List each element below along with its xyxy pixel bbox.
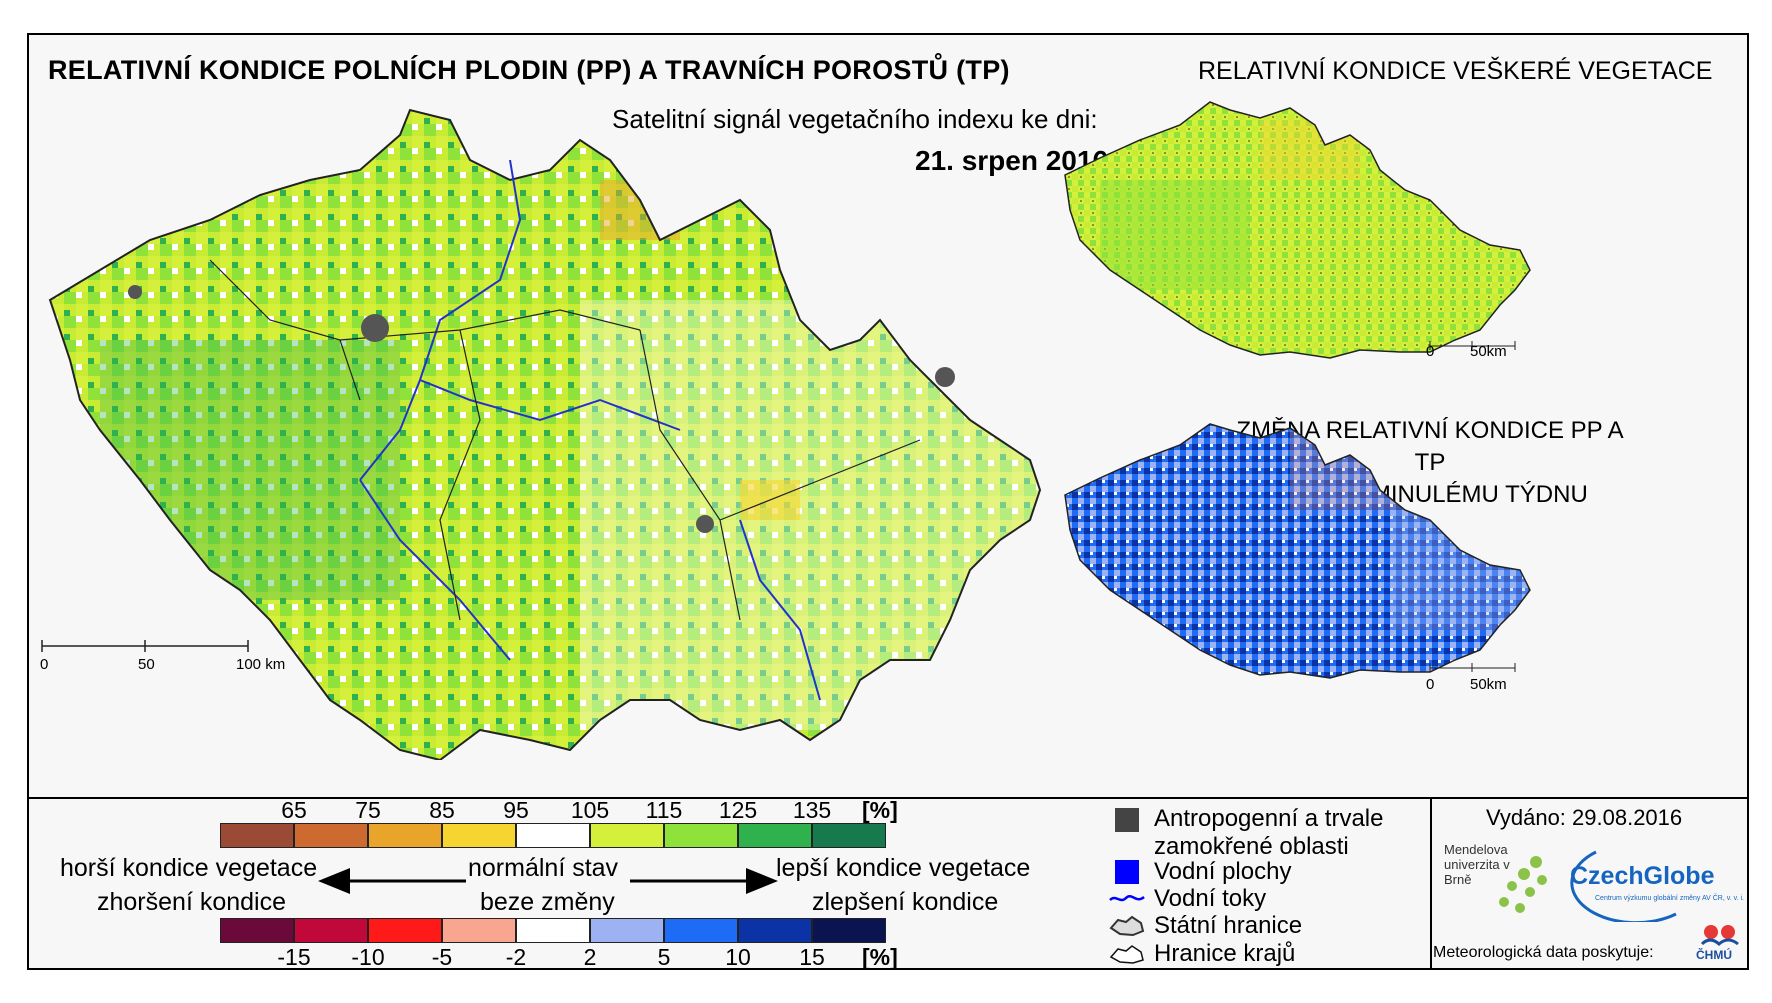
- urban-legend-item: Antropogenní a trvale zamokřené oblasti: [1108, 805, 1384, 861]
- chmu-logo: ČHMÚ: [1696, 948, 1732, 962]
- change-color-scale: [220, 918, 886, 943]
- czechglobe-subtitle: Centrum výzkumu globální změny AV ČR, v.…: [1595, 895, 1744, 902]
- change-tick: -5: [431, 944, 453, 970]
- state-border-icon: [1108, 912, 1146, 940]
- data-credit: Meteorologická data poskytuje:: [1433, 944, 1654, 961]
- czechglobe-arc-icon: [1570, 850, 1677, 922]
- mendel-logo: Mendelova univerzita v Brně: [1444, 842, 1510, 887]
- vegetation-map: [1064, 101, 1531, 359]
- change-tick: -15: [277, 944, 311, 970]
- subtitle: Satelitní signál vegetačního indexu ke d…: [612, 104, 1098, 134]
- condition-unit: [%]: [862, 797, 898, 823]
- change-swatch: [738, 918, 812, 943]
- change-unit: [%]: [862, 944, 898, 970]
- change-scale-0: 0: [1426, 676, 1435, 693]
- change-swatch: [664, 918, 738, 943]
- main-title: RELATIVNÍ KONDICE POLNÍCH PLODIN (PP) A …: [48, 55, 1010, 85]
- condition-tick: 95: [503, 797, 529, 823]
- worsening-label: zhoršení kondice: [97, 888, 287, 916]
- main-map: [41, 108, 1042, 760]
- change-tick: 15: [799, 944, 825, 970]
- condition-swatch: [812, 823, 886, 848]
- scale-50: 50: [138, 656, 155, 673]
- right-arrow-icon: [630, 868, 778, 894]
- mendel-dots-icon: [1499, 856, 1547, 913]
- condition-tick: 105: [570, 797, 610, 823]
- small-scale-0: 0: [1426, 343, 1435, 360]
- river-icon: [1108, 885, 1146, 913]
- change-tick: 2: [583, 944, 597, 970]
- change-tick: 5: [657, 944, 671, 970]
- change-swatch: [368, 918, 442, 943]
- footer-divider: [1430, 797, 1432, 970]
- change-swatch: [516, 918, 590, 943]
- change-tick: 10: [725, 944, 751, 970]
- condition-tick: 135: [792, 797, 832, 823]
- legend-divider: [27, 797, 1749, 799]
- change-swatch: [220, 918, 294, 943]
- vegetation-map-title: RELATIVNÍ KONDICE VEŠKERÉ VEGETACE: [1198, 57, 1713, 85]
- urban-label-2: zamokřené oblasti: [1154, 833, 1349, 860]
- change-swatch: [442, 918, 516, 943]
- change-tick: -2: [505, 944, 527, 970]
- condition-swatch: [442, 823, 516, 848]
- region-border-icon: [1108, 940, 1146, 968]
- condition-tick: 75: [355, 797, 381, 823]
- small-scale-50: 50km: [1470, 343, 1507, 360]
- change-swatch: [294, 918, 368, 943]
- region-label: Hranice krajů: [1154, 940, 1296, 967]
- scale-100: 100 km: [236, 656, 286, 673]
- change-map: [1064, 423, 1531, 679]
- water-body-icon: [1108, 858, 1146, 886]
- condition-tick: 85: [429, 797, 455, 823]
- river-legend-item: Vodní toky: [1108, 885, 1266, 913]
- condition-swatch: [664, 823, 738, 848]
- better-condition-label: lepší kondice vegetace: [776, 854, 1031, 882]
- chmu-logo-icon: [1700, 925, 1739, 947]
- issued-date: Vydáno: 29.08.2016: [1486, 805, 1683, 830]
- water-legend-item: Vodní plochy: [1108, 858, 1291, 886]
- urban-area-icon: [1108, 805, 1146, 835]
- condition-color-scale: [220, 823, 886, 848]
- improvement-label: zlepšení kondice: [812, 888, 999, 916]
- worse-condition-label: horší kondice vegetace: [60, 854, 318, 882]
- change-swatch: [812, 918, 886, 943]
- condition-tick: 115: [645, 797, 683, 823]
- condition-swatch: [590, 823, 664, 848]
- condition-tick: 125: [718, 797, 758, 823]
- condition-swatch: [294, 823, 368, 848]
- region-legend-item: Hranice krajů: [1108, 940, 1295, 968]
- change-scale-50: 50km: [1470, 676, 1507, 693]
- condition-tick: 65: [281, 797, 307, 823]
- condition-swatch: [220, 823, 294, 848]
- border-label: Státní hranice: [1154, 912, 1303, 939]
- river-label: Vodní toky: [1154, 885, 1267, 912]
- border-legend-item: Státní hranice: [1108, 912, 1302, 940]
- change-swatch: [590, 918, 664, 943]
- no-change-label: beze změny: [480, 888, 615, 916]
- scale-0: 0: [40, 656, 49, 673]
- change-tick: -10: [351, 944, 385, 970]
- water-label: Vodní plochy: [1154, 858, 1292, 885]
- left-arrow-icon: [318, 868, 466, 894]
- condition-swatch: [516, 823, 590, 848]
- urban-label-1: Antropogenní a trvale: [1154, 805, 1384, 832]
- condition-swatch: [368, 823, 442, 848]
- condition-swatch: [738, 823, 812, 848]
- normal-state-label: normální stav: [468, 854, 619, 882]
- czechglobe-logo: CzechGlobe: [1570, 862, 1715, 890]
